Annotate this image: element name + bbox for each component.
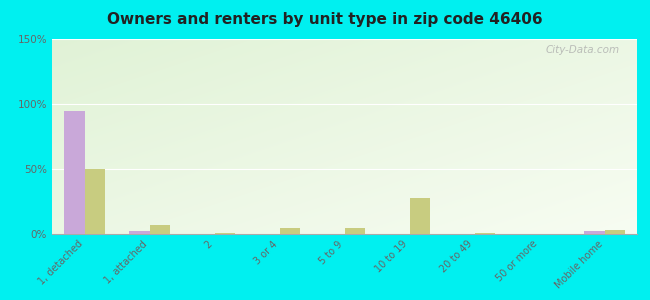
Bar xyxy=(84,169,105,234)
Text: City-Data.com: City-Data.com xyxy=(545,45,619,55)
Bar xyxy=(410,198,430,234)
Bar xyxy=(344,227,365,234)
Bar xyxy=(214,233,235,234)
Bar xyxy=(474,233,495,234)
Bar xyxy=(604,230,625,234)
Bar xyxy=(280,227,300,234)
Bar xyxy=(64,110,84,234)
Bar xyxy=(150,225,170,234)
Bar xyxy=(129,231,150,234)
Text: Owners and renters by unit type in zip code 46406: Owners and renters by unit type in zip c… xyxy=(107,12,543,27)
Bar xyxy=(584,231,605,234)
